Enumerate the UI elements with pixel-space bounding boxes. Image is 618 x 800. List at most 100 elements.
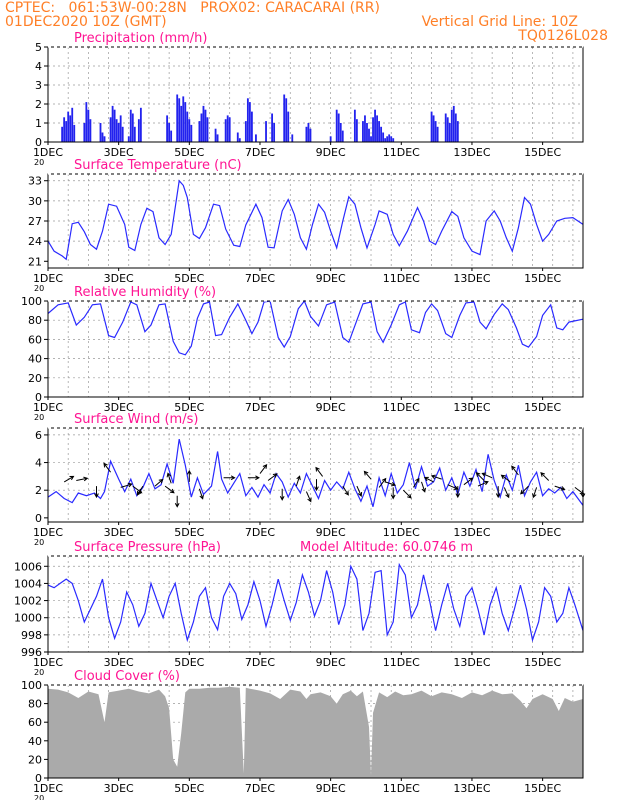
precip-bar — [111, 105, 114, 142]
precip-bar — [131, 113, 134, 142]
wind-arrow — [520, 485, 529, 495]
cloud-x-tick-label: 1DEC — [33, 782, 63, 795]
precip-bar — [214, 128, 217, 142]
wind-arrow — [267, 473, 278, 481]
precip-bar — [390, 136, 393, 142]
pres-x-tick-label: 5DEC — [174, 656, 204, 669]
wind-x-tick-label: 13DEC — [453, 526, 490, 539]
precip-bar — [355, 119, 358, 142]
wind-arrow — [247, 475, 260, 481]
precip-bar — [353, 109, 356, 142]
precip-bar — [446, 117, 449, 142]
wind-arrow — [481, 472, 493, 479]
header-station: CPTEC: 061:53W-00:28N PROX02: CARACARAI … — [5, 0, 380, 16]
rh-frame — [47, 300, 584, 398]
precip-bar — [372, 117, 374, 142]
wind-arrow — [500, 474, 511, 483]
precip-bar — [176, 94, 179, 142]
wind-arrow — [63, 475, 75, 483]
pres-extra-title: Model Altitude: 60.0746 m — [300, 540, 473, 555]
temp-year-stub: 20 — [34, 284, 44, 293]
precip-bar — [444, 113, 447, 142]
precip-bar — [204, 109, 207, 142]
wind-x-tick-label: 3DEC — [104, 526, 134, 539]
precip-x-tick-label: 5DEC — [174, 146, 204, 159]
cloud-year-stub: 20 — [34, 794, 44, 800]
precip-bar — [63, 117, 66, 142]
wind-arrow — [378, 477, 387, 488]
precip-bar — [133, 126, 136, 142]
precip-bar — [170, 130, 173, 142]
precip-bar — [450, 109, 453, 142]
pres-x-tick-label: 1DEC — [33, 656, 63, 669]
wind-arrow — [430, 474, 442, 480]
pres-panel: 996 998 1000 1002 1004 1006 1DEC 3DEC 5DEC 7DEC 9D… — [14, 540, 584, 677]
pres-year-stub: 20 — [34, 668, 44, 677]
rh-x-tick-label: 9DEC — [316, 401, 346, 414]
cloud-x-tick-label: 5DEC — [174, 782, 204, 795]
precip-bar — [103, 136, 106, 142]
precip-bar — [87, 109, 90, 142]
temp-x-tick-label: 9DEC — [316, 272, 346, 285]
pres-y-tick-label: 1004 — [14, 577, 42, 590]
rh-y-tick-label: 60 — [28, 333, 42, 346]
wind-panel: 0 2 4 6 1DEC 3DEC 5DEC 7DEC 9DEC 11DEC 13DEC 15DEC 2… — [33, 412, 586, 547]
wind-y-tick-label: 6 — [35, 429, 42, 442]
rh-y-tick-label: 100 — [21, 295, 42, 308]
wind-arrow — [198, 488, 204, 500]
temp-series-line — [47, 179, 584, 261]
precip-bar — [188, 119, 191, 142]
precip-bar — [339, 123, 342, 142]
cloud-frame — [47, 684, 584, 779]
wind-arrow — [154, 478, 164, 487]
rh-y-tick-label: 80 — [28, 314, 42, 327]
precip-x-tick-label: 3DEC — [104, 146, 134, 159]
cloud-cover-area — [48, 686, 583, 778]
temp-title: Surface Temperature (nC) — [74, 158, 242, 173]
precip-panel: 0 1 2 3 4 5 1DEC 3DEC 5DEC 7DEC 9DEC 11DEC 13DEC 15DE… — [33, 31, 584, 167]
precip-y-tick-label: 0 — [35, 136, 42, 149]
precip-bar — [454, 113, 457, 142]
precip-bar — [206, 117, 209, 142]
precip-bar — [374, 109, 376, 142]
rh-x-tick-label: 15DEC — [524, 401, 561, 414]
cloud-y-tick-label: 80 — [28, 698, 42, 711]
wind-arrow — [390, 487, 396, 500]
precip-bar — [186, 111, 189, 142]
pres-y-tick-label: 996 — [21, 646, 42, 659]
precip-bar — [305, 126, 308, 142]
precip-bar — [101, 132, 104, 142]
wind-x-tick-label: 7DEC — [245, 526, 275, 539]
rh-y-tick-label: 40 — [28, 353, 42, 366]
precip-bar — [273, 123, 276, 142]
pres-y-tick-label: 1000 — [14, 612, 42, 625]
precip-bar — [238, 138, 241, 142]
wind-arrow — [455, 486, 461, 499]
cloud-y-tick-label: 60 — [28, 716, 42, 729]
precip-bar — [236, 132, 239, 142]
temp-x-tick-label: 5DEC — [174, 272, 204, 285]
cloud-y-tick-label: 40 — [28, 735, 42, 748]
precip-x-tick-label: 9DEC — [316, 146, 346, 159]
precip-frame — [47, 46, 584, 143]
precip-bar — [265, 121, 267, 142]
header-grid-line: Vertical Grid Line: 10Z — [421, 14, 578, 30]
pres-y-tick-label: 1006 — [14, 560, 42, 573]
precip-bar — [248, 102, 251, 142]
precip-bar — [382, 132, 385, 142]
precip-bar — [65, 121, 68, 142]
cloud-y-tick-label: 100 — [21, 679, 42, 692]
temp-x-tick-label: 1DEC — [33, 272, 63, 285]
pres-y-tick-label: 998 — [21, 629, 42, 642]
precip-y-tick-label: 1 — [35, 117, 42, 130]
precip-bar — [200, 113, 203, 142]
pres-frame — [47, 555, 584, 653]
wind-arrow — [295, 475, 301, 487]
wind-arrow — [503, 487, 510, 499]
precip-y-tick-label: 4 — [35, 60, 42, 73]
wind-arrow — [477, 480, 489, 487]
precip-bar — [436, 126, 439, 142]
precip-bar — [115, 119, 118, 142]
precip-bar — [184, 102, 187, 142]
